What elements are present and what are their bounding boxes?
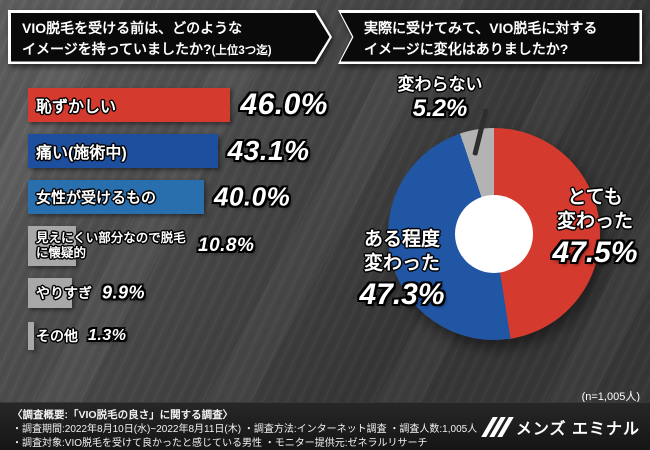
bar-row: 見えにくい部分なので脱毛に懐疑的 10.8% — [28, 226, 333, 266]
bar-fill — [28, 180, 204, 214]
bar-row: 痛い(施術中) 43.1% — [28, 134, 333, 168]
pie-category-label: ある程度 変わった — [363, 229, 440, 274]
survey-details-line1: ・調査期間:2022年8月10日(水)~2022年8月11日(木) ・調査方法:… — [12, 423, 478, 435]
bar-category-label: 女性が受けるもの — [36, 189, 157, 207]
banner-right-line1: 実際に受けてみて、VIO脱毛に対する — [364, 20, 598, 36]
bar-row: やりすぎ 9.9% — [28, 278, 333, 308]
bar-category-label: 見えにくい部分なので脱毛に懐疑的 — [36, 231, 186, 260]
pie-label-changed-somewhat: ある程度 変わった 47.3% — [346, 228, 458, 312]
bar-value-label: 1.3% — [88, 327, 127, 344]
bar-value-label: 43.1% — [227, 135, 310, 166]
pie-value-label: 47.5% — [552, 235, 638, 269]
logo-text: メンズ エミナル — [515, 421, 640, 438]
bar-row: 女性が受けるもの 40.0% — [28, 180, 333, 214]
brand-logo: メンズ エミナル — [481, 415, 640, 439]
pie-label-no-change: 変わらない 5.2% — [380, 74, 500, 123]
bar-fill — [28, 278, 72, 308]
header-banner-left: VIO脱毛を受ける前は、どのような イメージを持っていましたか?(上位3つ迄) — [8, 10, 332, 64]
bar-row: 恥ずかしい 46.0% — [28, 88, 333, 122]
pie-donut-hole — [455, 195, 533, 273]
survey-details-line2: ・調査対象:VIO脱毛を受けて良かったと感じている男性 ・モニター提供元:ゼネラ… — [12, 437, 428, 449]
pie-category-label: とても 変わった — [556, 187, 633, 232]
banner-left-text: VIO脱毛を受ける前は、どのような イメージを持っていましたか?(上位3つ迄) — [8, 10, 332, 64]
pie-label-changed-a-lot: とても 変わった 47.5% — [545, 186, 645, 270]
bar-row: その他 1.3% — [28, 322, 333, 350]
logo-stripes-icon — [481, 417, 514, 437]
bar-fill — [28, 322, 34, 350]
header-banner-right: 実際に受けてみて、VIO脱毛に対する イメージに変化はありましたか? — [338, 10, 642, 64]
pie-chart — [388, 128, 600, 340]
survey-overview: 〈調査概要:「VIO脱毛の良さ」に関する調査〉 — [12, 409, 234, 421]
sample-size-note: (n=1,005人) — [581, 391, 640, 403]
bar-fill — [28, 226, 76, 266]
banner-left-line1: VIO脱毛を受ける前は、どのような — [22, 20, 243, 36]
footer-bar: 〈調査概要:「VIO脱毛の良さ」に関する調査〉 ・調査期間:2022年8月10日… — [0, 402, 650, 450]
bar-category-label: その他 — [36, 328, 78, 344]
bar-category-label: 痛い(施術中) — [36, 145, 127, 162]
pie-value-label: 47.3% — [359, 277, 445, 311]
bar-fill — [28, 88, 231, 122]
bar-value-label: 9.9% — [102, 282, 146, 303]
bar-value-label: 40.0% — [214, 181, 291, 212]
bar-fill — [28, 134, 218, 168]
pie-category-label: 変わらない — [397, 75, 483, 94]
bar-category-label: やりすぎ — [36, 285, 92, 301]
bar-chart: 恥ずかしい 46.0% 痛い(施術中) 43.1% 女性が受けるもの 40.0% 見えにくい… — [28, 88, 333, 362]
banner-right-text: 実際に受けてみて、VIO脱毛に対する イメージに変化はありましたか? — [338, 10, 642, 64]
banner-left-line2-main: イメージを持っていましたか? — [22, 41, 212, 57]
pie-chart-area: 変わらない 5.2% とても 変わった 47.5% ある程度 変わった 47.3… — [340, 68, 642, 404]
banner-fill — [11, 13, 330, 62]
banner-right-line2: イメージに変化はありましたか? — [364, 41, 569, 57]
pie-value-label: 5.2% — [412, 95, 468, 123]
banner-fill — [340, 12, 640, 62]
bar-value-label: 46.0% — [240, 88, 328, 121]
banner-left-line2: イメージを持っていましたか?(上位3つ迄) — [22, 39, 324, 60]
bar-value-label: 10.8% — [198, 235, 255, 256]
bar-category-label: 恥ずかしい — [36, 99, 117, 116]
banner-left-line2-suffix: (上位3つ迄) — [211, 45, 272, 57]
